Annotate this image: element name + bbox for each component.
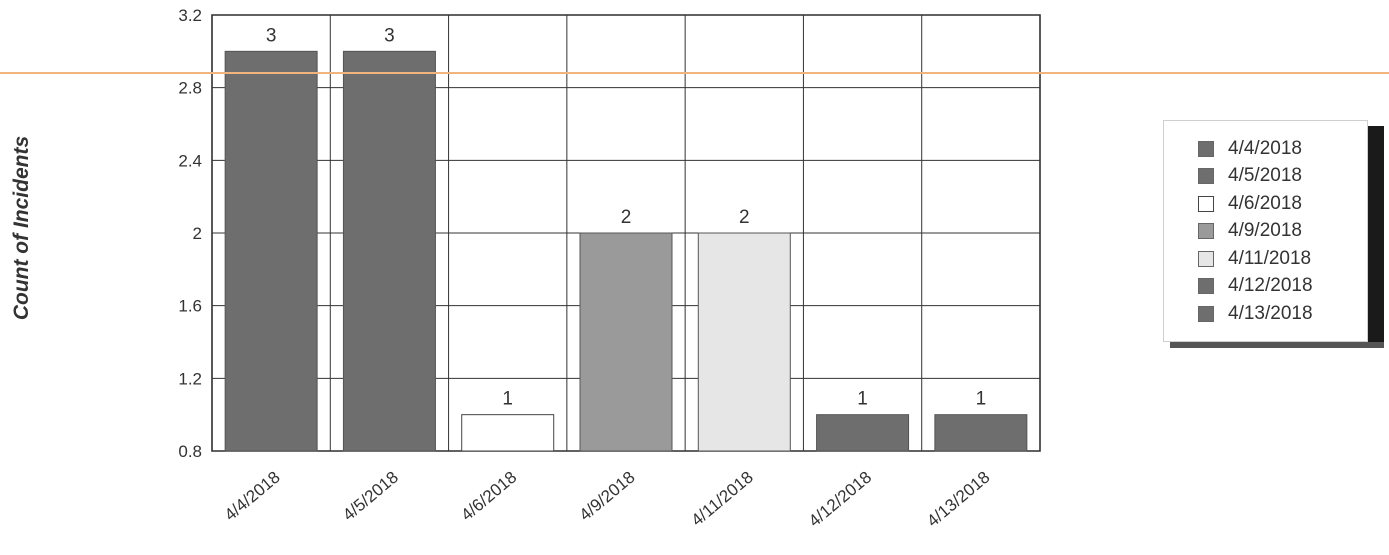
legend-label: 4/4/2018	[1228, 137, 1302, 159]
bar-value-label: 2	[621, 207, 632, 228]
legend-swatch	[1198, 140, 1214, 157]
legend-shadow-right	[1368, 126, 1384, 348]
x-tick-label: 4/4/2018	[221, 468, 284, 525]
legend-label: 4/6/2018	[1228, 192, 1302, 214]
legend-label: 4/9/2018	[1228, 220, 1302, 242]
legend-item: 4/9/2018	[1198, 218, 1313, 246]
x-tick-label: 4/12/2018	[805, 468, 875, 531]
legend-item: 4/13/2018	[1198, 300, 1313, 328]
bar	[342, 50, 436, 452]
bar-value-label: 1	[857, 389, 868, 410]
x-tick-label: 4/5/2018	[339, 468, 402, 525]
bar	[461, 414, 555, 452]
legend-swatch	[1198, 195, 1214, 212]
y-tick-label: 1.6	[178, 297, 202, 316]
legend-item: 4/12/2018	[1198, 273, 1313, 301]
y-tick-label: 2	[193, 224, 202, 243]
legend-label: 4/11/2018	[1228, 247, 1312, 269]
bar-value-label: 1	[502, 389, 513, 410]
y-tick-label: 2.4	[178, 151, 202, 170]
legend-swatch	[1198, 305, 1214, 322]
legend-label: 4/5/2018	[1228, 165, 1302, 187]
y-axis-title: Count of Incidents	[10, 135, 33, 321]
x-tick-label: 4/11/2018	[688, 468, 757, 530]
bar	[934, 414, 1028, 452]
y-tick-label: 3.2	[178, 6, 202, 25]
x-tick-label: 4/13/2018	[923, 468, 993, 531]
legend-swatch	[1198, 278, 1214, 295]
bar-value-label: 3	[266, 25, 277, 46]
x-tick-label: 4/6/2018	[457, 468, 520, 525]
legend-item: 4/6/2018	[1198, 190, 1313, 218]
legend-item: 4/5/2018	[1198, 163, 1313, 191]
bar-value-label: 1	[976, 389, 987, 410]
bar	[697, 232, 791, 452]
legend-item: 4/11/2018	[1198, 245, 1313, 273]
legend-shadow-bottom	[1170, 342, 1384, 348]
legend-item: 4/4/2018	[1198, 135, 1313, 163]
scan-line-divider	[0, 72, 1389, 74]
x-tick-label: 4/9/2018	[576, 468, 639, 525]
legend-swatch	[1198, 223, 1214, 240]
legend-list: 4/4/2018 4/5/2018 4/6/2018 4/9/2018 4/11/201…	[1198, 135, 1313, 328]
bar	[224, 50, 318, 452]
chart-legend: 4/4/2018 4/5/2018 4/6/2018 4/9/2018 4/11/201…	[1163, 120, 1368, 342]
y-tick-label: 2.8	[178, 79, 202, 98]
bar	[816, 414, 910, 452]
y-tick-label: 1.2	[178, 369, 202, 388]
legend-swatch	[1198, 168, 1214, 185]
legend-swatch	[1198, 250, 1214, 267]
bar	[579, 232, 673, 452]
y-tick-label: 0.8	[178, 442, 202, 461]
legend-label: 4/12/2018	[1228, 275, 1313, 297]
legend-label: 4/13/2018	[1228, 302, 1313, 324]
bar-value-label: 2	[739, 207, 750, 228]
bar-value-label: 3	[384, 25, 395, 46]
